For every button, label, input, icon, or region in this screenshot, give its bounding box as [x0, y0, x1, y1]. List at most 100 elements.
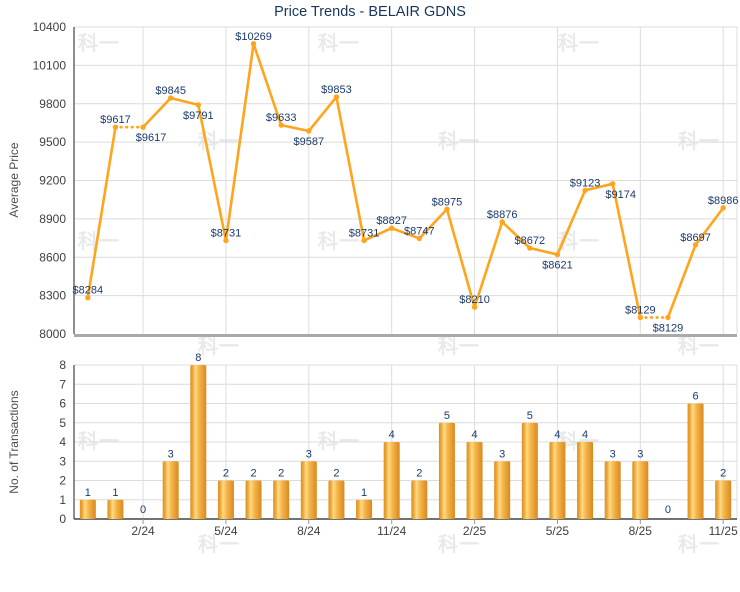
bar-value-label: 3: [637, 448, 643, 460]
y-tick-label: 9200: [39, 174, 66, 188]
watermark: 科一: [558, 33, 600, 55]
watermark: 科一: [78, 231, 120, 253]
data-point-label: $8697: [680, 232, 711, 244]
bar-value-label: 6: [693, 391, 699, 403]
transaction-bar: [411, 480, 428, 519]
data-point-label: $8876: [487, 209, 518, 221]
data-point-label: $9791: [183, 110, 214, 122]
y-tick-label: 8600: [39, 250, 66, 264]
price-line-segment: [611, 182, 642, 319]
data-point: [471, 304, 478, 310]
data-point-label: $9845: [155, 85, 186, 97]
data-point-label: $8210: [459, 294, 490, 306]
data-point-label: $8129: [625, 304, 656, 316]
transaction-bar: [273, 480, 290, 519]
price-line-segment: [445, 207, 476, 309]
watermark: 科一: [678, 336, 720, 358]
transaction-bar: [107, 499, 124, 519]
data-point: [250, 41, 257, 47]
price-line-segment: [500, 220, 532, 250]
transaction-bar: [521, 422, 538, 519]
bar-value-label: 2: [251, 468, 257, 480]
transaction-bar: [549, 442, 566, 519]
price-line-segment: [583, 182, 614, 192]
data-point: [278, 122, 284, 128]
transaction-bar: [245, 480, 262, 519]
price-line-segment: [390, 226, 421, 240]
transaction-bar: [632, 461, 649, 519]
x-tick-label: 8/25: [629, 524, 653, 538]
y-tick-label: 9800: [39, 97, 66, 111]
data-point-label: $8747: [404, 225, 435, 237]
price-line-segment: [556, 189, 587, 256]
data-point-label: $9853: [321, 84, 352, 96]
transaction-bar: [494, 461, 511, 519]
bar-value-label: 3: [499, 448, 505, 460]
bar-value-label: 3: [306, 448, 312, 460]
bar-value-label: 1: [85, 487, 91, 499]
y-tick-label: 8900: [39, 212, 66, 226]
bar-value-label: 2: [278, 468, 284, 480]
transaction-bar: [328, 480, 345, 519]
price-line-segment: [694, 206, 725, 247]
price-line-segment: [252, 42, 283, 127]
data-point: [444, 206, 450, 212]
transaction-bar: [190, 365, 207, 519]
bar-value-label: 2: [333, 468, 339, 480]
data-point-label: $8731: [349, 227, 380, 239]
data-point-label: $9617: [136, 132, 167, 144]
bar-value-label: 1: [112, 487, 118, 499]
data-point-label: $9123: [570, 177, 601, 189]
price-line-segment: [418, 207, 449, 240]
data-point-label: $8129: [653, 322, 684, 334]
bar-value-label: 5: [527, 410, 533, 422]
y-tick-label: 10100: [33, 58, 67, 72]
transactions-bar-chart: 0 1 2 3 4 5 6 7 8 1 1 0 3 8 2 2 2 3 2 1 4 2 5 4 3 5 4 4 3 3 0 6 2 2/24 5/2…: [59, 352, 738, 538]
x-tick-label: 2/24: [131, 524, 155, 538]
bar-value-label: 0: [140, 504, 146, 516]
data-point-label: $8731: [211, 227, 242, 239]
x-tick-label: 5/24: [214, 524, 238, 538]
data-point: [637, 314, 644, 321]
transaction-bar: [715, 480, 732, 519]
bar-value-label: 0: [665, 504, 671, 516]
price-line-segment: [335, 95, 366, 242]
transaction-bar: [687, 403, 704, 519]
price-line-segment: [528, 246, 559, 256]
y-tick-label: 6: [59, 397, 66, 411]
transaction-bar: [438, 422, 455, 519]
data-point-label: $8672: [515, 235, 546, 247]
data-point: [167, 95, 174, 101]
data-point: [333, 94, 340, 100]
transaction-bar: [356, 499, 373, 519]
price-line-segment: [141, 96, 172, 129]
data-point: [361, 237, 367, 244]
y-tick-label: 8000: [39, 327, 66, 341]
x-tick-label: 11/24: [377, 524, 406, 538]
price-line-segment: [666, 243, 697, 319]
data-point: [609, 181, 616, 187]
y-tick-label: 8: [59, 358, 66, 372]
x-tick-label: 2/25: [463, 524, 487, 538]
data-point: [582, 187, 588, 194]
price-line-segment: [362, 226, 393, 242]
data-point: [388, 225, 395, 231]
transaction-bar: [300, 461, 317, 519]
y-tick-label: 1: [59, 493, 66, 507]
bar-value-label: 5: [444, 410, 450, 422]
data-point: [140, 124, 146, 130]
price-and-transactions-charts: 80008300860089009200950098001010010400$8…: [33, 20, 739, 538]
data-point-label: $9617: [100, 114, 131, 126]
watermark: 科一: [438, 336, 480, 358]
data-point-label: $9587: [294, 136, 325, 148]
data-point: [416, 235, 423, 242]
x-tick-label: 8/24: [297, 524, 321, 538]
y-tick-label: 4: [59, 435, 66, 449]
bar-value-label: 4: [582, 429, 588, 441]
data-point: [223, 237, 229, 244]
transaction-bar: [217, 480, 234, 519]
watermark: 科一: [558, 231, 600, 253]
data-point-label: $8621: [542, 260, 573, 272]
transaction-bar: [604, 461, 621, 519]
x-tick-label: 11/25: [709, 524, 738, 538]
